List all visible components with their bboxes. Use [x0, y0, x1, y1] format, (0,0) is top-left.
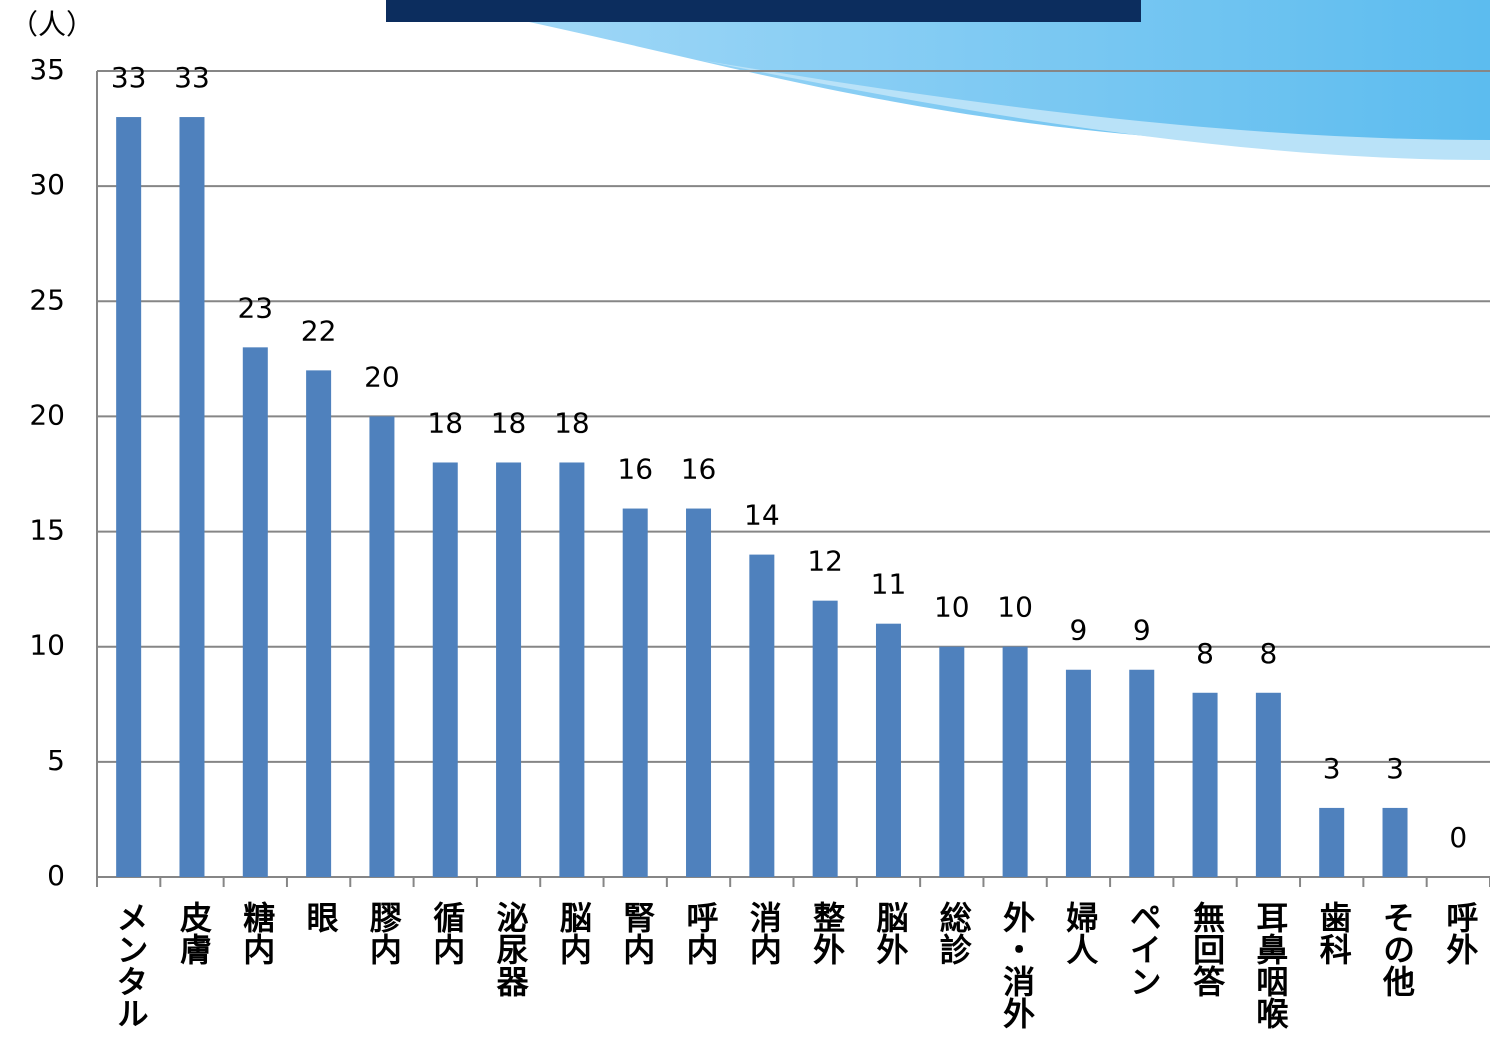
value-label: 0: [1449, 821, 1467, 854]
x-tick-label: 総診: [935, 901, 973, 965]
banner: [386, 0, 1141, 22]
x-tick-label: 消内: [745, 901, 783, 965]
bar: [496, 462, 522, 877]
y-tick-label: 0: [47, 859, 65, 892]
bar: [559, 462, 585, 877]
value-label: 22: [301, 314, 337, 347]
bar: [242, 347, 268, 877]
decoration: [700, 60, 1490, 160]
value-label: 18: [554, 406, 590, 439]
value-label: 9: [1133, 614, 1151, 647]
y-tick-label: 20: [29, 398, 65, 431]
x-tick-label: 呼外: [1441, 901, 1479, 965]
x-tick-label: ペイン: [1125, 901, 1163, 997]
bar: [812, 600, 838, 877]
value-label: 14: [744, 499, 780, 532]
value-label: 33: [111, 61, 147, 94]
decoration: [520, 0, 1490, 150]
x-tick-label: 無回答: [1188, 901, 1226, 997]
bar: [1065, 669, 1091, 877]
x-tick-label: 泌尿器: [492, 901, 530, 997]
x-tick-label: メンタル: [112, 901, 150, 1029]
value-label: 12: [807, 545, 843, 578]
bar: [686, 508, 712, 877]
x-tick-label: 耳鼻咽喉: [1251, 901, 1289, 1029]
value-label: 10: [997, 591, 1033, 624]
bar: [875, 623, 901, 877]
y-tick-label: 10: [29, 629, 65, 662]
x-tick-label: 整外: [808, 901, 846, 965]
bar: [749, 554, 775, 877]
x-tick-label: 膠内: [365, 901, 403, 965]
bar: [1002, 646, 1028, 877]
bar: [1255, 692, 1281, 877]
y-tick-label: 5: [47, 744, 65, 777]
bar: [179, 117, 205, 878]
bar: [306, 370, 332, 877]
y-unit-label: （人）: [10, 8, 94, 41]
value-label: 9: [1070, 614, 1088, 647]
x-tick-label: 眼: [302, 901, 340, 934]
bar: [1382, 807, 1408, 877]
bar: [369, 416, 395, 877]
value-label: 3: [1386, 752, 1404, 785]
value-label: 11: [871, 568, 907, 601]
value-label: 16: [617, 453, 653, 486]
bar: [432, 462, 458, 877]
x-tick-label: 循内: [428, 901, 466, 965]
value-label: 18: [427, 406, 463, 439]
x-tick-label: 呼内: [682, 901, 720, 965]
bar: [1319, 807, 1345, 877]
bar: [1192, 692, 1218, 877]
value-label: 3: [1323, 752, 1341, 785]
y-tick-label: 30: [29, 168, 65, 201]
value-label: 23: [237, 291, 273, 324]
y-tick-label: 35: [29, 53, 65, 86]
value-label: 20: [364, 360, 400, 393]
x-tick-label: 婦人: [1061, 901, 1099, 965]
value-label: 8: [1259, 637, 1277, 670]
value-label: 8: [1196, 637, 1214, 670]
x-tick-label: 腎内: [618, 901, 656, 965]
bar: [116, 117, 142, 878]
x-tick-label: 脳外: [871, 901, 909, 965]
bar: [1129, 669, 1155, 877]
bar: [622, 508, 648, 877]
x-tick-label: その他: [1378, 901, 1416, 997]
y-tick-label: 25: [29, 283, 65, 316]
y-tick-label: 15: [29, 514, 65, 547]
value-label: 33: [174, 61, 210, 94]
x-tick-label: 糖内: [238, 901, 276, 965]
bar: [939, 646, 965, 877]
x-tick-label: 脳内: [555, 901, 593, 965]
value-label: 10: [934, 591, 970, 624]
x-tick-label: 皮膚: [175, 901, 213, 965]
value-label: 18: [491, 406, 527, 439]
value-label: 16: [681, 453, 717, 486]
x-tick-label: 外・消外: [998, 901, 1036, 1029]
x-tick-label: 歯科: [1315, 901, 1353, 965]
